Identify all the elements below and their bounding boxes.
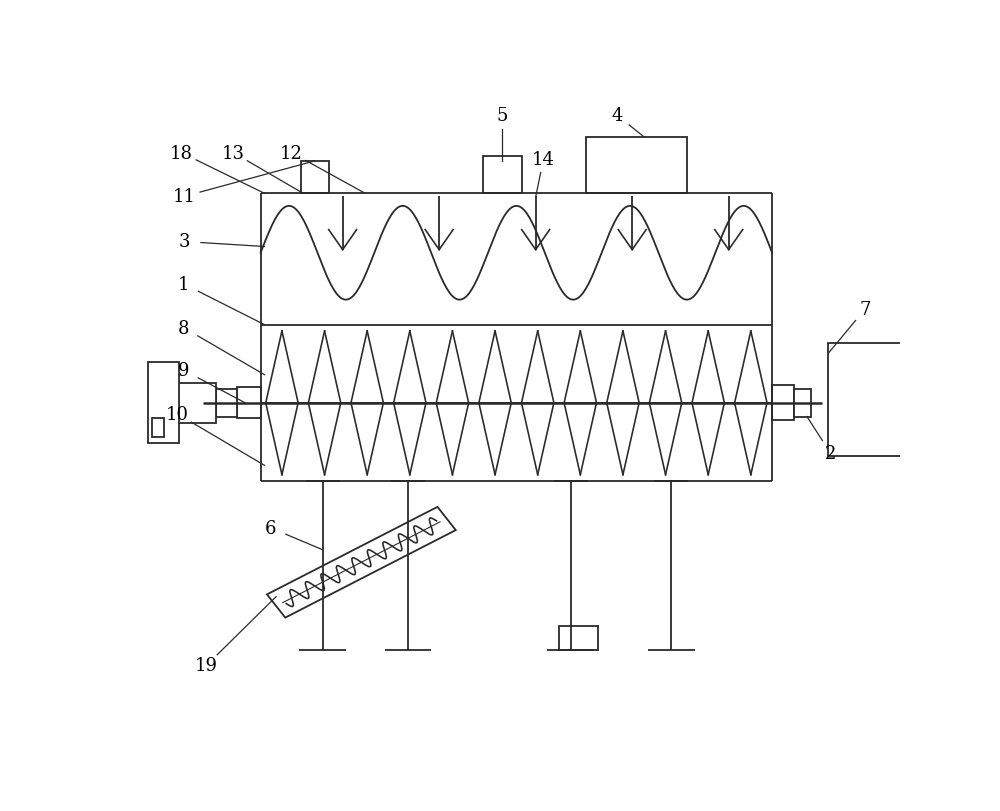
Text: 13: 13 xyxy=(222,144,245,162)
Bar xyxy=(772,386,794,421)
Bar xyxy=(237,388,261,419)
Bar xyxy=(794,389,811,417)
Polygon shape xyxy=(267,507,456,618)
Text: 11: 11 xyxy=(172,188,195,206)
Text: 7: 7 xyxy=(859,301,871,319)
Bar xyxy=(828,344,917,457)
Text: 19: 19 xyxy=(195,657,218,675)
Text: 4: 4 xyxy=(611,107,623,125)
Bar xyxy=(148,363,179,444)
Text: 1: 1 xyxy=(178,276,190,294)
Bar xyxy=(175,384,216,423)
Text: 18: 18 xyxy=(170,144,193,162)
Bar xyxy=(586,138,687,194)
Bar xyxy=(483,157,522,194)
Text: 2: 2 xyxy=(825,444,836,462)
Text: 9: 9 xyxy=(178,362,190,380)
Text: 8: 8 xyxy=(178,320,190,337)
Text: 14: 14 xyxy=(532,151,555,169)
Bar xyxy=(559,626,598,650)
Bar xyxy=(152,419,164,438)
Text: 10: 10 xyxy=(166,406,189,423)
Text: 6: 6 xyxy=(265,519,276,537)
Text: 5: 5 xyxy=(497,107,508,125)
Bar xyxy=(216,389,237,417)
Text: 12: 12 xyxy=(280,144,303,162)
Bar xyxy=(301,161,329,194)
Text: 3: 3 xyxy=(178,234,190,251)
